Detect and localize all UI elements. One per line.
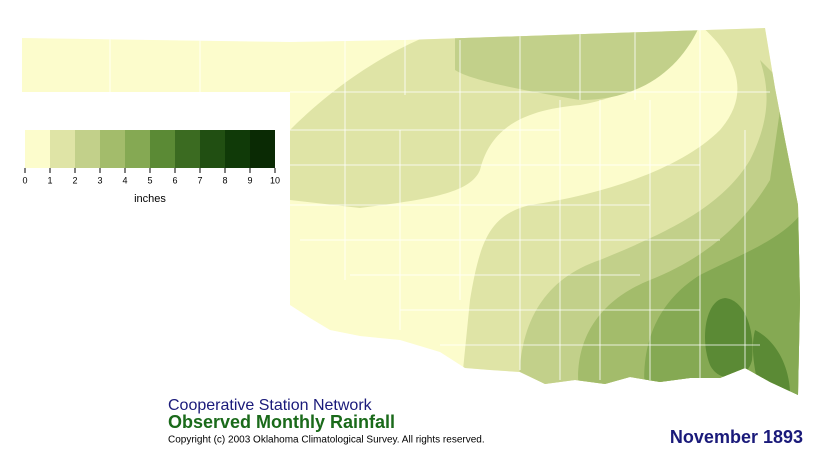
legend-tick-label: 1 [47, 175, 52, 185]
legend-swatch [150, 130, 175, 168]
legend-swatch [25, 130, 50, 168]
legend-swatch [175, 130, 200, 168]
legend-tick-label: 8 [222, 175, 227, 185]
legend-swatch [250, 130, 275, 168]
legend-tick-label: 7 [197, 175, 202, 185]
date: November 1893 [670, 427, 803, 447]
legend-tick-label: 3 [97, 175, 102, 185]
legend-swatch [225, 130, 250, 168]
legend-swatch [75, 130, 100, 168]
legend-swatch [125, 130, 150, 168]
network-title: Cooperative Station Network [168, 397, 373, 414]
legend-swatch [200, 130, 225, 168]
legend-tick-label: 2 [72, 175, 77, 185]
legend-unit: inches [134, 193, 166, 205]
legend-tick-label: 4 [122, 175, 127, 185]
copyright: Copyright (c) 2003 Oklahoma Climatologic… [168, 435, 485, 446]
legend-tick-label: 6 [172, 175, 177, 185]
legend-tick-label: 5 [147, 175, 152, 185]
legend-tick-label: 10 [270, 175, 280, 185]
legend-swatch [50, 130, 75, 168]
legend-tick-label: 9 [247, 175, 252, 185]
legend-swatch [100, 130, 125, 168]
legend: 0 1 2 3 4 5 6 7 8 9 10 inches [22, 130, 280, 205]
legend-tick-label: 0 [22, 175, 27, 185]
map-title: Observed Monthly Rainfall [168, 412, 395, 432]
